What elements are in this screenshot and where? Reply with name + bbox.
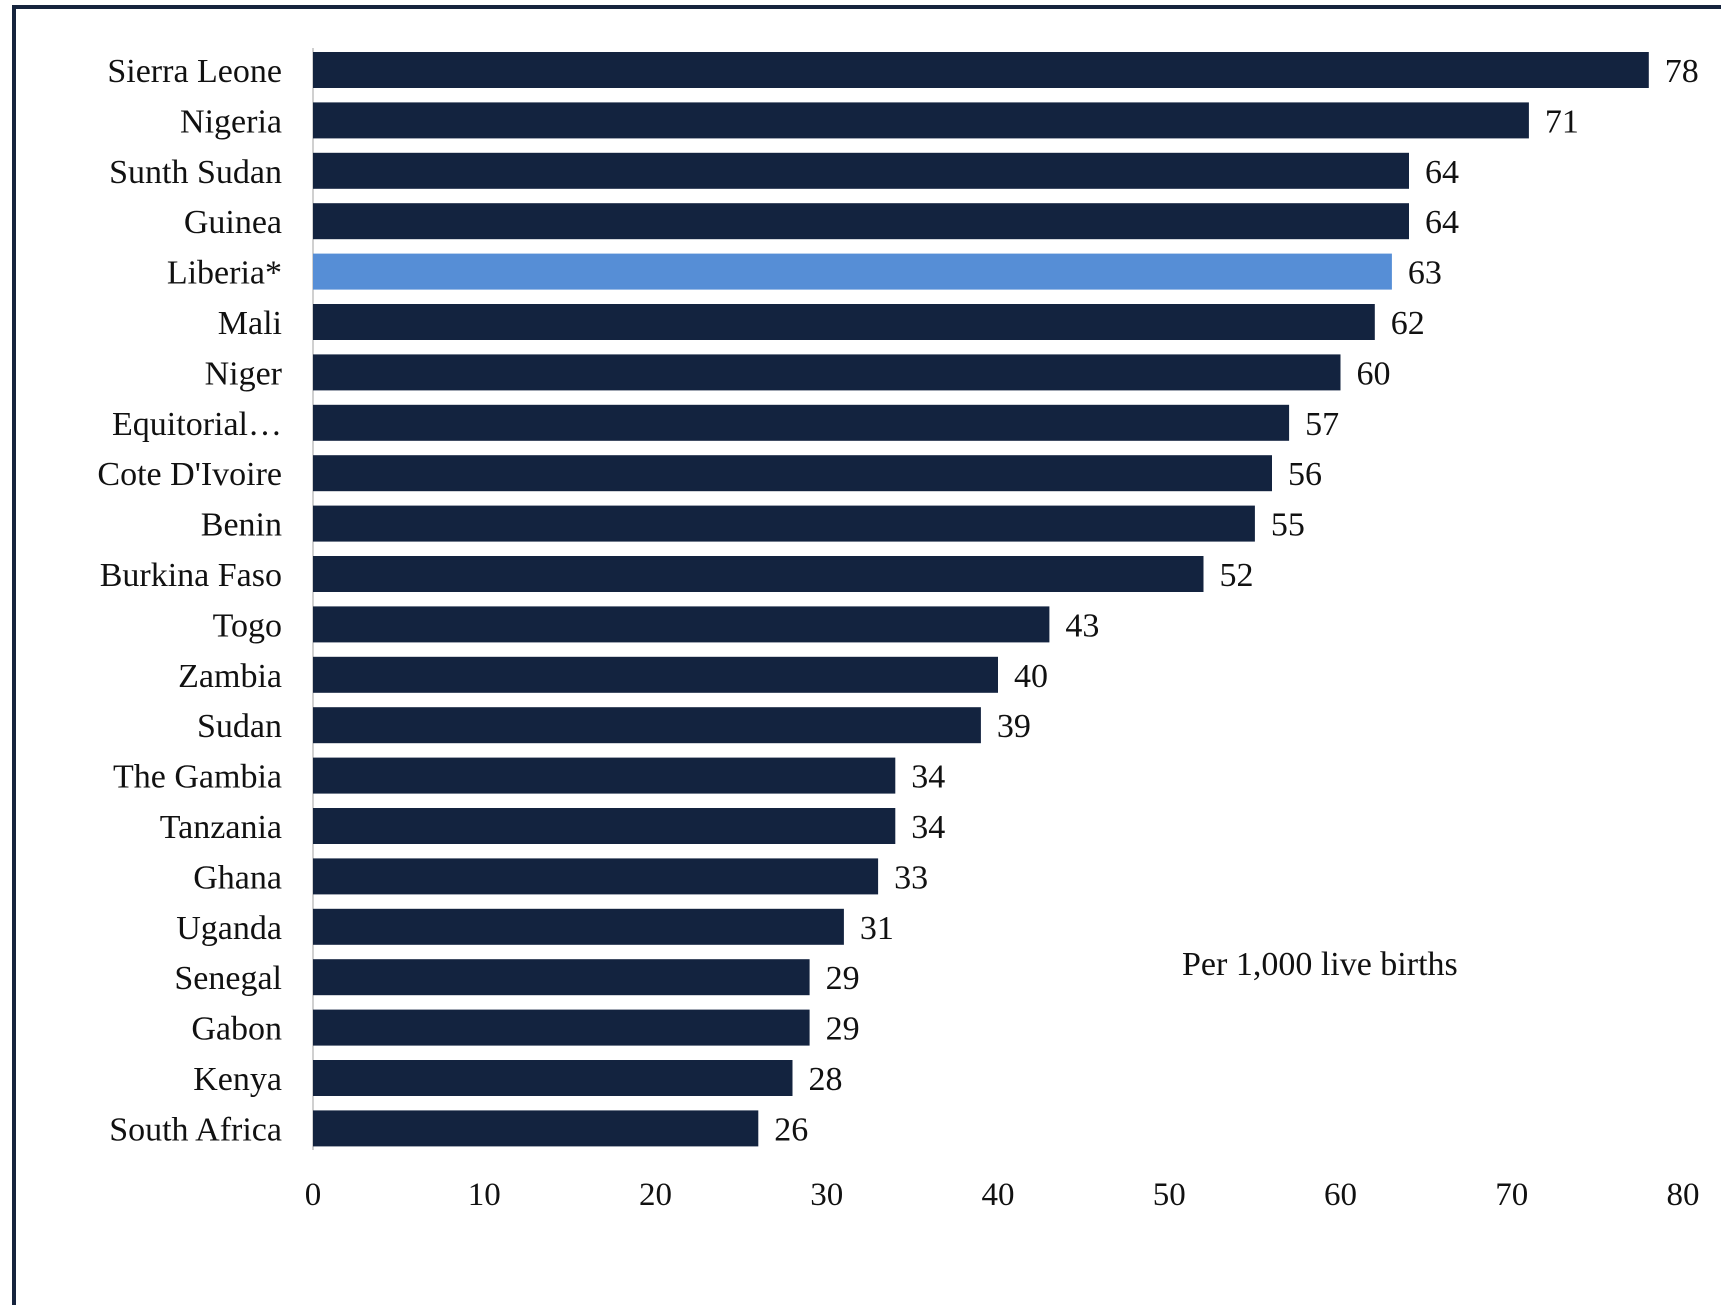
category-label: Kenya: [193, 1061, 282, 1098]
value-label: 33: [894, 859, 928, 896]
bar-2: [313, 152, 1409, 189]
category-labels: Sierra Leone Nigeria Sunth Sudan Guinea Libe…: [97, 53, 282, 1148]
x-tick-label: 0: [305, 1177, 322, 1213]
value-label: 78: [1665, 53, 1699, 90]
bar-7: [313, 404, 1290, 441]
bar-4: [313, 253, 1392, 290]
x-axis-ticks: 0 10 20 30 40 50 60 70 80: [305, 1177, 1700, 1213]
value-label: 71: [1545, 103, 1579, 140]
value-label: 28: [809, 1061, 843, 1098]
bar-0: [313, 52, 1649, 88]
x-tick-label: 20: [639, 1177, 672, 1213]
value-label: 55: [1271, 507, 1305, 544]
category-label: Uganda: [176, 910, 282, 947]
value-label: 64: [1425, 154, 1459, 191]
value-label: 64: [1425, 204, 1459, 241]
category-label: Sierra Leone: [107, 53, 282, 90]
category-label: Nigeria: [180, 103, 282, 140]
value-label: 39: [997, 708, 1031, 745]
bar-19: [313, 1009, 810, 1046]
bar-21: [313, 1110, 759, 1147]
value-label: 63: [1408, 255, 1442, 292]
bar-15: [313, 808, 896, 844]
category-label: Sunth Sudan: [109, 154, 282, 191]
category-label: Gabon: [191, 1011, 282, 1048]
value-label: 60: [1357, 355, 1391, 392]
value-label: 31: [860, 910, 894, 947]
value-labels: 7871646463626057565552434039343433312929…: [774, 53, 1699, 1148]
bar-14: [313, 757, 896, 794]
bar-9: [313, 505, 1255, 542]
value-label: 40: [1014, 658, 1048, 695]
bar-6: [313, 354, 1341, 391]
category-label: Senegal: [174, 960, 282, 997]
bar-8: [313, 455, 1272, 492]
category-label: South Africa: [109, 1111, 282, 1148]
category-label: Togo: [213, 607, 282, 644]
category-label: The Gambia: [113, 759, 282, 796]
category-label: Niger: [205, 355, 283, 392]
value-label: 43: [1065, 607, 1099, 644]
category-label: Burkina Faso: [100, 557, 282, 594]
bar-10: [313, 556, 1204, 592]
value-label: 62: [1391, 305, 1425, 342]
category-label: Tanzania: [160, 809, 282, 846]
x-tick-label: 70: [1495, 1177, 1528, 1213]
bar-5: [313, 304, 1375, 340]
x-tick-label: 80: [1667, 1177, 1700, 1213]
category-label: Equitorial…: [112, 406, 282, 443]
bar-17: [313, 908, 844, 945]
x-tick-label: 50: [1153, 1177, 1186, 1213]
value-label: 57: [1305, 406, 1339, 443]
bar-1: [313, 102, 1529, 139]
units-annotation: Per 1,000 live births: [1182, 946, 1458, 983]
bar-20: [313, 1060, 793, 1096]
bar-12: [313, 656, 998, 693]
value-label: 34: [911, 759, 945, 796]
category-label: Guinea: [184, 204, 282, 241]
category-label: Ghana: [193, 859, 282, 896]
bar-3: [313, 203, 1409, 240]
value-label: 29: [826, 1011, 860, 1048]
x-tick-label: 40: [982, 1177, 1015, 1213]
value-label: 56: [1288, 456, 1322, 493]
value-label: 52: [1220, 557, 1254, 594]
bar-13: [313, 707, 981, 744]
x-tick-label: 60: [1324, 1177, 1357, 1213]
x-tick-label: 10: [468, 1177, 501, 1213]
bar-16: [313, 858, 879, 895]
bar-18: [313, 959, 810, 996]
category-label: Sudan: [197, 708, 282, 745]
value-label: 29: [826, 960, 860, 997]
category-label: Zambia: [178, 658, 282, 695]
category-label: Mali: [218, 305, 282, 342]
bar-11: [313, 606, 1050, 643]
value-label: 26: [774, 1111, 808, 1148]
value-label: 34: [911, 809, 945, 846]
category-label: Cote D'Ivoire: [97, 456, 282, 493]
category-label: Liberia*: [167, 255, 282, 292]
category-label: Benin: [201, 507, 282, 544]
bars-layer: [313, 52, 1649, 1147]
x-tick-label: 30: [810, 1177, 843, 1213]
